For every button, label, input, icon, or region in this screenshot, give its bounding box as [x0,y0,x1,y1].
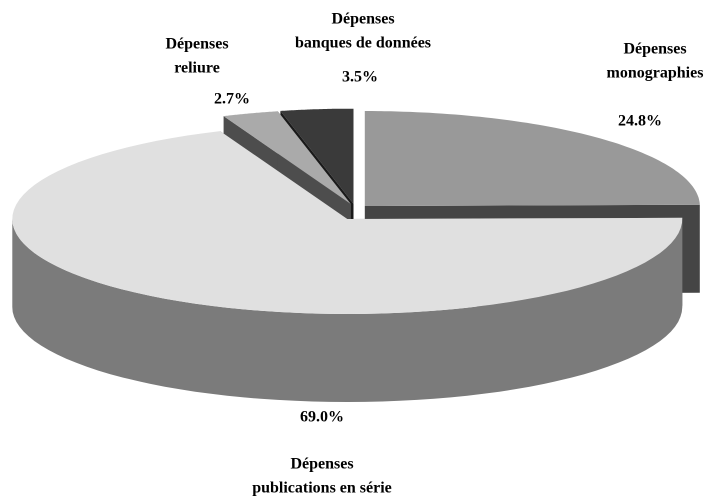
slice-top [364,111,700,206]
value-label: 2.7% [214,91,250,108]
slice-label: Dépenses [331,11,394,28]
slice-side [12,219,683,402]
slice-top [223,111,351,204]
slice-top [280,108,354,204]
slice-label: Dépenses [623,41,686,58]
slice-label: reliure [174,60,220,77]
slice-top [12,131,683,314]
pie-slice [12,131,683,402]
slice-label: Dépenses [290,456,353,473]
slice-label: Dépenses [165,36,228,53]
slice-label: monographies [607,65,704,82]
slice-label: publications en série [252,480,392,497]
value-label: 3.5% [342,69,378,86]
value-label: 24.8% [618,113,662,130]
value-label: 69.0% [300,409,344,426]
slice-label: banques de données [295,35,431,52]
